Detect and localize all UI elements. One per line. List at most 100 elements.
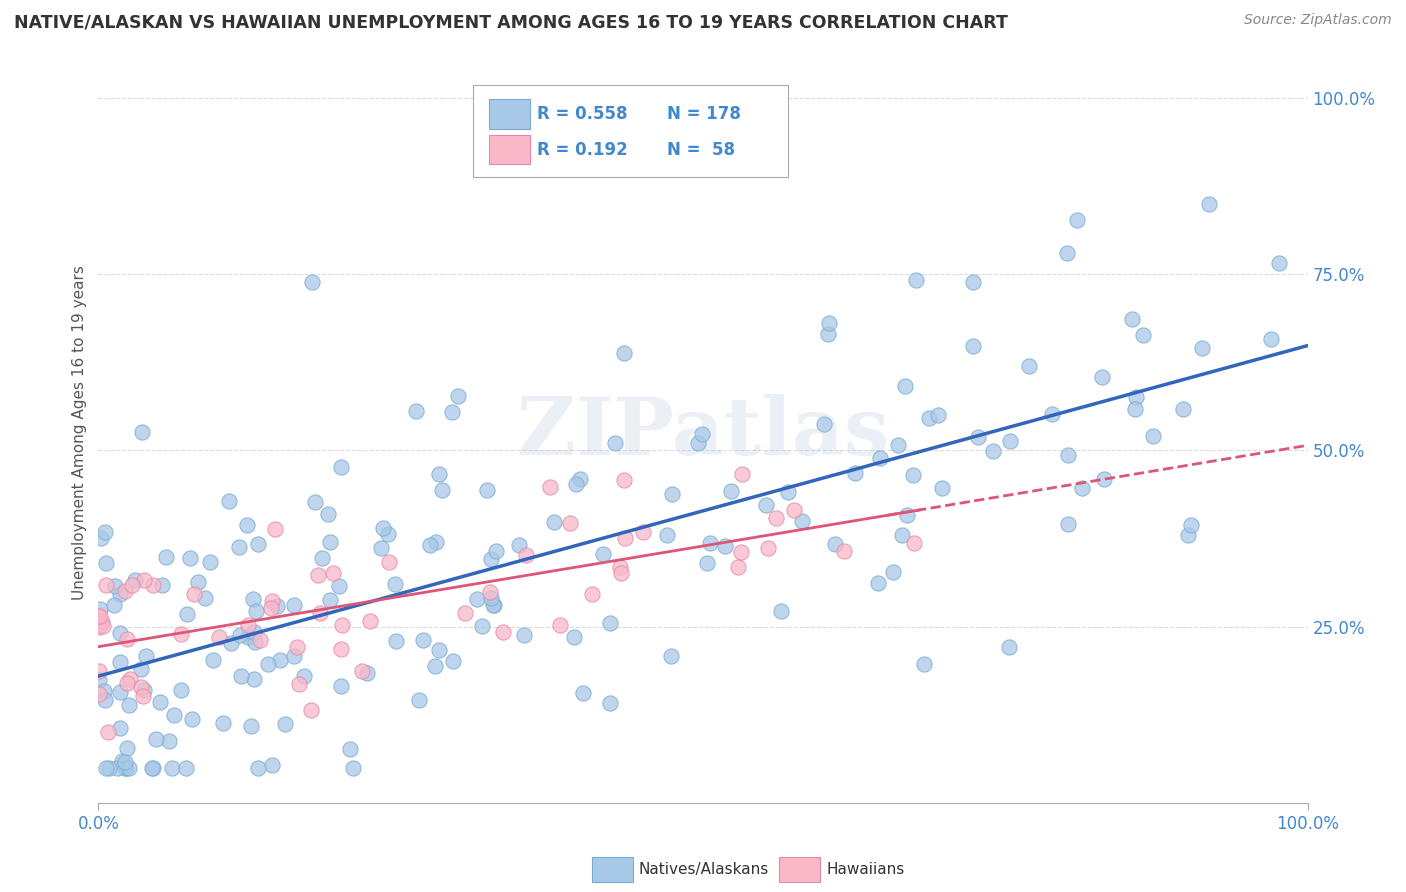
Point bbox=[1142, 429, 1164, 443]
Point bbox=[108, 685, 131, 699]
Point bbox=[179, 550, 201, 565]
Point bbox=[605, 436, 627, 450]
Point bbox=[903, 467, 925, 482]
Point bbox=[890, 528, 912, 542]
Point bbox=[330, 460, 353, 475]
Point bbox=[356, 666, 378, 681]
Point bbox=[661, 487, 683, 501]
Point bbox=[1125, 390, 1147, 404]
Point bbox=[141, 760, 163, 774]
Point bbox=[427, 643, 450, 657]
Point bbox=[962, 339, 984, 353]
Point bbox=[481, 552, 503, 566]
Point bbox=[256, 657, 278, 672]
Point bbox=[236, 618, 259, 632]
Point bbox=[385, 633, 408, 648]
Point bbox=[115, 632, 138, 646]
Point bbox=[696, 556, 718, 570]
Point bbox=[242, 672, 264, 686]
Point bbox=[309, 606, 332, 620]
Point bbox=[824, 537, 846, 551]
Point bbox=[730, 545, 752, 559]
Point bbox=[118, 698, 141, 712]
Point bbox=[131, 425, 153, 439]
Point bbox=[998, 434, 1021, 448]
Point bbox=[427, 467, 450, 481]
Point bbox=[565, 477, 588, 491]
Point bbox=[581, 586, 603, 600]
Point bbox=[124, 573, 146, 587]
Point bbox=[176, 607, 198, 621]
Point bbox=[1070, 481, 1092, 495]
Point bbox=[548, 618, 571, 632]
Point bbox=[236, 517, 259, 532]
Point bbox=[245, 604, 267, 618]
Point bbox=[359, 615, 381, 629]
Point bbox=[114, 584, 136, 599]
Point bbox=[129, 680, 152, 694]
Point bbox=[412, 633, 434, 648]
FancyBboxPatch shape bbox=[592, 857, 633, 882]
Point bbox=[266, 599, 288, 614]
Point bbox=[430, 483, 453, 497]
Point bbox=[170, 627, 193, 641]
Point bbox=[844, 467, 866, 481]
Point bbox=[765, 511, 787, 525]
Point bbox=[560, 516, 582, 531]
Point bbox=[330, 679, 353, 693]
Point bbox=[155, 549, 177, 564]
Point bbox=[142, 578, 165, 592]
Point bbox=[981, 444, 1004, 458]
Point bbox=[756, 541, 779, 555]
Point bbox=[307, 567, 329, 582]
Point bbox=[94, 578, 117, 592]
Point bbox=[145, 732, 167, 747]
Point bbox=[163, 707, 186, 722]
Point bbox=[322, 566, 344, 581]
Point bbox=[274, 716, 297, 731]
Point bbox=[727, 559, 749, 574]
Point bbox=[89, 601, 111, 615]
Point bbox=[228, 540, 250, 554]
Text: R = 0.192: R = 0.192 bbox=[537, 141, 628, 159]
Point bbox=[1040, 408, 1063, 422]
Point bbox=[543, 515, 565, 529]
Point bbox=[228, 628, 250, 642]
Point bbox=[655, 528, 678, 542]
Y-axis label: Unemployment Among Ages 16 to 19 years: Unemployment Among Ages 16 to 19 years bbox=[72, 265, 87, 600]
Point bbox=[384, 577, 406, 591]
Point bbox=[115, 741, 138, 756]
Point bbox=[118, 760, 141, 774]
Point bbox=[492, 625, 515, 640]
Point bbox=[869, 450, 891, 465]
Point bbox=[465, 592, 488, 607]
Point bbox=[1177, 528, 1199, 542]
Point bbox=[377, 555, 399, 569]
Point bbox=[201, 653, 224, 667]
Point bbox=[482, 598, 505, 612]
Point bbox=[776, 485, 799, 500]
Point bbox=[1171, 401, 1194, 416]
Point bbox=[208, 630, 231, 644]
Point bbox=[405, 404, 427, 418]
Point bbox=[269, 653, 291, 667]
Point bbox=[962, 275, 984, 289]
Point bbox=[1057, 517, 1080, 532]
Text: Source: ZipAtlas.com: Source: ZipAtlas.com bbox=[1244, 13, 1392, 28]
Point bbox=[377, 526, 399, 541]
FancyBboxPatch shape bbox=[489, 99, 530, 128]
Point bbox=[1018, 359, 1040, 374]
Point bbox=[183, 587, 205, 601]
Point bbox=[609, 560, 631, 574]
Point bbox=[342, 760, 364, 774]
Point bbox=[132, 682, 155, 697]
Point bbox=[187, 574, 209, 589]
Point bbox=[97, 725, 120, 739]
Point bbox=[87, 673, 110, 688]
Point bbox=[1198, 196, 1220, 211]
Point bbox=[239, 718, 262, 732]
Point bbox=[135, 649, 157, 664]
Point bbox=[508, 538, 530, 552]
Point bbox=[260, 601, 283, 615]
Point bbox=[94, 525, 117, 540]
